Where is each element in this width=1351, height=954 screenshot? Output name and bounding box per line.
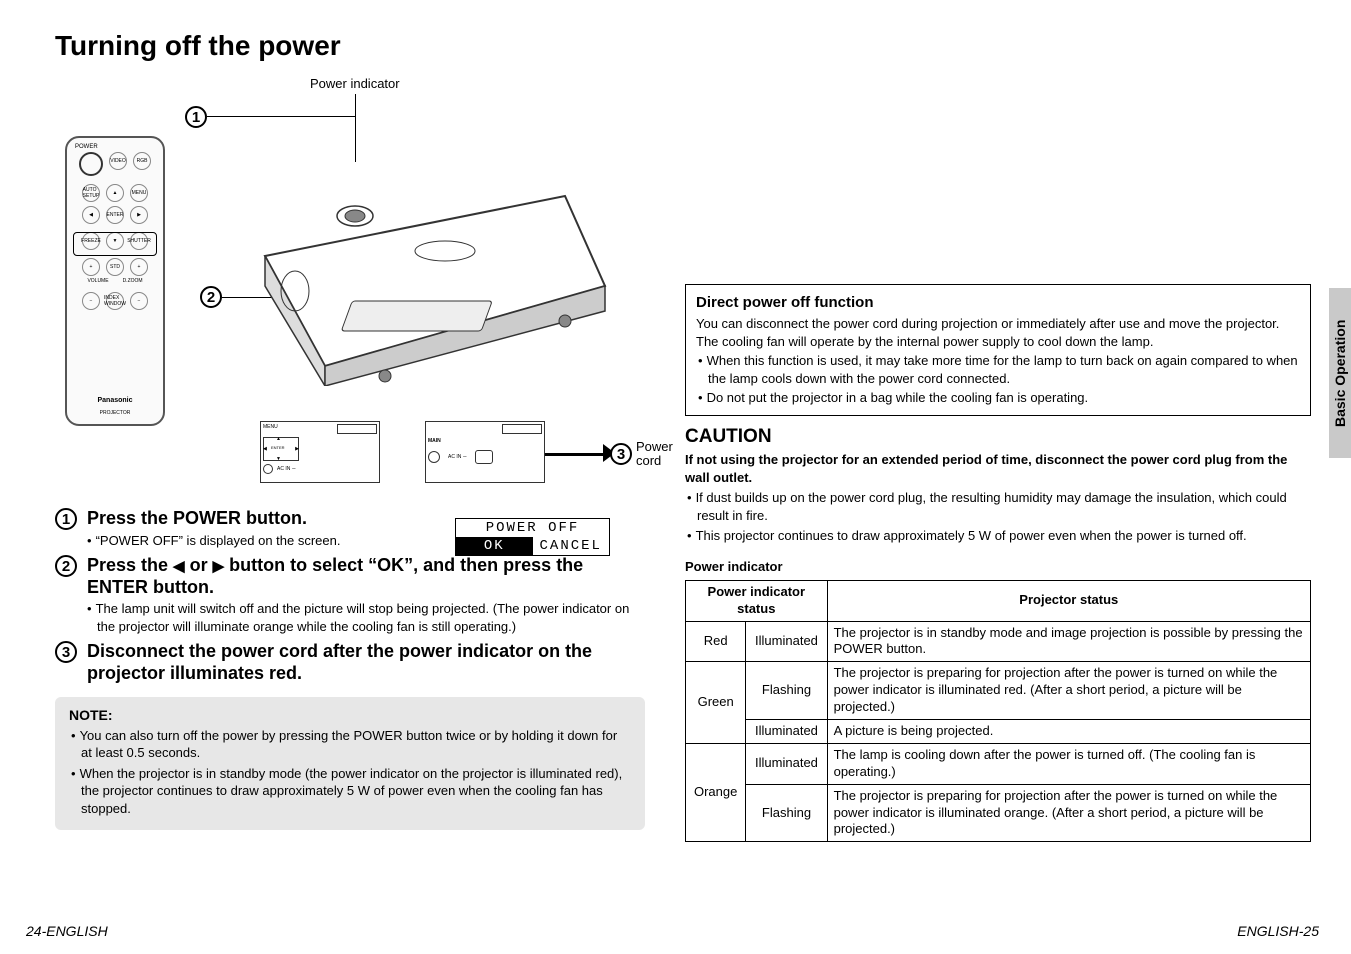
remote-auto-button[interactable]: AUTO SETUP (82, 184, 100, 202)
dialog-title: POWER OFF (456, 519, 609, 537)
callout-2-icon: 2 (200, 286, 222, 308)
note-box: NOTE: You can also turn off the power by… (55, 697, 645, 831)
direct-intro: You can disconnect the power cord during… (696, 315, 1300, 350)
direct-item-2: Do not put the projector in a bag while … (696, 389, 1300, 407)
table-cell: The projector is in standby mode and ima… (827, 621, 1310, 662)
note-item-2: When the projector is in standby mode (t… (69, 765, 631, 818)
remote-right-button[interactable]: ▶ (130, 206, 148, 224)
remote-power-label: POWER (75, 144, 98, 150)
table-cell: Orange (686, 743, 746, 841)
table-header-status: Projector status (827, 580, 1310, 621)
table-cell: Flashing (746, 784, 827, 842)
rear-panel-1: MENU ▲ ▼ ◀ ▶ ENTER AC IN ∼ (260, 421, 380, 483)
direct-title: Direct power off function (696, 293, 1300, 313)
remote-std-button[interactable]: STD (106, 258, 124, 276)
rear-panel-2: MAIN AC IN ∼ (425, 421, 545, 483)
step-3-number: 3 (55, 641, 77, 663)
remote-brand: Panasonic (67, 397, 163, 404)
caution-item-2: This projector continues to draw approxi… (685, 527, 1311, 545)
callout-3-icon: 3 (610, 443, 632, 465)
remote-minus1-button[interactable]: − (82, 292, 100, 310)
table-header-indicator: Power indicator status (686, 580, 828, 621)
remote-up-button[interactable]: ▲ (106, 184, 124, 202)
table-cell: Green (686, 662, 746, 744)
dialog-cancel-button[interactable]: CANCEL (533, 537, 610, 555)
right-footer: ENGLISH-25 (1237, 923, 1319, 939)
step-2-number: 2 (55, 555, 77, 577)
diagram-area: Power indicator 1 2 POWER VIDEO RGB AUTO… (55, 76, 648, 496)
remote-volume-label: VOLUME (87, 278, 108, 284)
remote-selection-box (73, 232, 157, 256)
callout-1-icon: 1 (185, 106, 207, 128)
remote-enter-button[interactable]: ENTER (106, 206, 124, 224)
table-cell: Red (686, 621, 746, 662)
table-cell: Flashing (746, 662, 827, 720)
table-cell: Illuminated (746, 621, 827, 662)
remote-power-button[interactable] (79, 152, 103, 176)
table-cell: Illuminated (746, 743, 827, 784)
remote-video-button[interactable]: VIDEO (109, 152, 127, 170)
remote-rgb-button[interactable]: RGB (133, 152, 151, 170)
side-tab: Basic Operation (1329, 288, 1351, 458)
remote-control: POWER VIDEO RGB AUTO SETUP ▲ MENU ◀ ENTE… (65, 136, 165, 426)
table-cell: A picture is being projected. (827, 719, 1310, 743)
caution-title: CAUTION (685, 426, 1311, 448)
step-2-title: Press the ◀ or ▶ button to select “OK”, … (87, 555, 648, 598)
remote-menu-button[interactable]: MENU (130, 184, 148, 202)
caution-sub: If not using the projector for an extend… (685, 451, 1311, 486)
step-1-number: 1 (55, 508, 77, 530)
direct-power-off-box: Direct power off function You can discon… (685, 284, 1311, 416)
remote-projector-label: PROJECTOR (67, 410, 163, 416)
note-title: NOTE: (69, 707, 631, 723)
table-cell: The projector is preparing for projectio… (827, 784, 1310, 842)
remote-left-button[interactable]: ◀ (82, 206, 100, 224)
remote-minus2-button[interactable]: − (130, 292, 148, 310)
table-cell: The lamp is cooling down after the power… (827, 743, 1310, 784)
table-cell: Illuminated (746, 719, 827, 743)
remote-dzoom-label: D.ZOOM (123, 278, 143, 284)
step-2-sub: The lamp unit will switch off and the pi… (87, 600, 648, 635)
step-3-title: Disconnect the power cord after the powe… (87, 641, 648, 684)
status-table-title: Power indicator (685, 559, 1311, 574)
direct-item-1: When this function is used, it may take … (696, 352, 1300, 387)
page-title: Turning off the power (55, 30, 648, 62)
power-indicator-label: Power indicator (310, 76, 400, 91)
projector-illustration (225, 156, 625, 386)
caution-item-1: If dust builds up on the power cord plug… (685, 489, 1311, 524)
remote-plus2-button[interactable]: + (130, 258, 148, 276)
dialog-ok-button[interactable]: OK (456, 537, 533, 555)
remote-plus1-button[interactable]: + (82, 258, 100, 276)
remote-index-button[interactable]: INDEX WINDOW (106, 292, 124, 310)
status-table: Power indicator status Projector status … (685, 580, 1311, 843)
table-cell: The projector is preparing for projectio… (827, 662, 1310, 720)
left-footer: 24-ENGLISH (26, 923, 108, 939)
power-off-dialog: POWER OFF OK CANCEL (455, 518, 610, 556)
note-item-1: You can also turn off the power by press… (69, 727, 631, 762)
